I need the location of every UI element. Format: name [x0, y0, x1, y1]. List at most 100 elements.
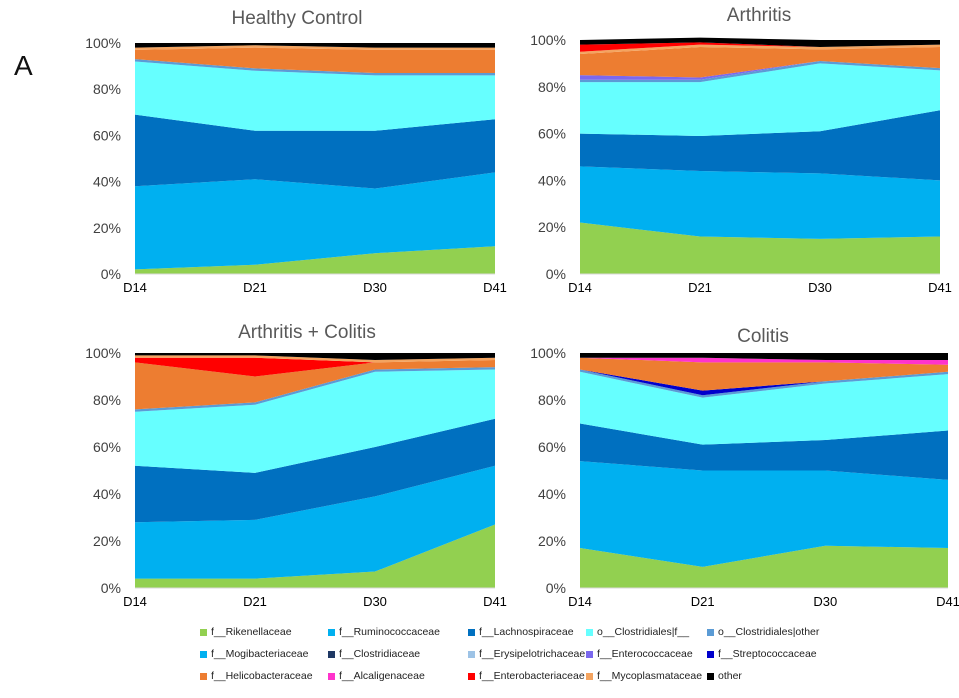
- legend-swatch: [468, 650, 475, 658]
- series-area: [135, 59, 495, 76]
- x-tick-label: D30: [363, 280, 387, 295]
- legend-label: other: [718, 670, 742, 682]
- y-tick-label: 0%: [101, 580, 121, 596]
- legend-swatch: [586, 672, 593, 680]
- legend-item: f__Erysipelotrichaceae: [468, 648, 585, 660]
- legend-label: f__Enterobacteriaceae: [479, 670, 585, 682]
- series-area: [135, 45, 495, 50]
- y-tick-label: 60%: [93, 127, 121, 143]
- series-area: [580, 110, 940, 181]
- chart-title: Arthritis + Colitis: [238, 322, 376, 343]
- x-tick-label: D14: [123, 594, 147, 609]
- series-area: [135, 353, 495, 361]
- legend-item: f__Mycoplasmataceae: [586, 670, 702, 682]
- legend-swatch: [200, 650, 207, 658]
- legend-swatch: [707, 672, 714, 680]
- legend-item: f__Enterobacteriaceae: [468, 670, 585, 682]
- y-tick-label: 60%: [538, 439, 566, 455]
- legend-label: f__Clostridiaceae: [339, 648, 421, 660]
- series-area: [135, 355, 495, 363]
- y-tick-label: 20%: [93, 220, 121, 236]
- legend-swatch: [468, 628, 475, 636]
- legend-item: f__Alcaligenaceae: [328, 670, 425, 682]
- series-area: [135, 524, 495, 588]
- charts-canvas: 0% 20% 40% 60% 80% 100% D14 D21 D30 D41 Healthy Co…: [85, 5, 959, 609]
- legend-item: f__Enterococcaceae: [586, 648, 693, 660]
- y-tick-label: 40%: [93, 174, 121, 190]
- series-area: [135, 246, 495, 274]
- series-area: [135, 172, 495, 270]
- legend-swatch: [328, 672, 335, 680]
- x-tick-label: D41: [928, 280, 952, 295]
- legend-swatch: [200, 628, 207, 636]
- x-tick-label: D30: [363, 594, 387, 609]
- series-area: [580, 47, 940, 78]
- series-area: [580, 369, 948, 396]
- series-area: [580, 423, 948, 480]
- series-area: [135, 357, 495, 377]
- legend-label: f__Ruminococcaceae: [339, 626, 440, 638]
- legend-swatch: [586, 628, 593, 636]
- legend-item: f__Lachnospiraceae: [468, 626, 574, 638]
- legend-label: f__Mycoplasmataceae: [597, 670, 703, 682]
- series-area: [580, 44, 940, 55]
- series-area: [580, 61, 940, 83]
- x-tick-label: D30: [808, 280, 832, 295]
- legend-label: f__Lachnospiraceae: [479, 626, 574, 638]
- series-area: [135, 47, 495, 74]
- x-tick-label: D30: [813, 594, 837, 609]
- legend-item: f__Ruminococcaceae: [328, 626, 440, 638]
- y-tick-label: 80%: [538, 79, 566, 95]
- legend-swatch: [707, 628, 714, 636]
- series-area: [580, 461, 948, 567]
- y-tick-label: 20%: [538, 533, 566, 549]
- y-tick-label: 40%: [93, 486, 121, 502]
- series-area: [580, 353, 948, 361]
- legend: f__Rikenellaceae f__Ruminococcaceae f__L…: [200, 626, 920, 692]
- series-area: [580, 42, 940, 52]
- y-tick-label: 40%: [538, 172, 566, 188]
- y-tick-label: 40%: [538, 486, 566, 502]
- legend-swatch: [200, 672, 207, 680]
- legend-swatch: [586, 650, 593, 658]
- legend-label: f__Mogibacteriaceae: [211, 648, 309, 660]
- legend-item: f__Rikenellaceae: [200, 626, 292, 638]
- chart-title: Healthy Control: [232, 8, 363, 29]
- legend-label: f__Enterococcaceae: [597, 648, 693, 660]
- legend-row: f__Mogibacteriaceae f__Clostridiaceae f_…: [200, 648, 920, 670]
- y-tick-label: 60%: [538, 126, 566, 142]
- x-tick-label: D41: [483, 594, 507, 609]
- x-tick-label: D21: [691, 594, 715, 609]
- panel-label: A: [14, 50, 33, 81]
- legend-row: f__Helicobacteraceae f__Alcaligenaceae f…: [200, 670, 920, 692]
- x-tick-label: D14: [568, 280, 592, 295]
- legend-item: f__Mogibacteriaceae: [200, 648, 308, 660]
- y-tick-label: 0%: [101, 266, 121, 282]
- y-tick-label: 80%: [93, 392, 121, 408]
- chart-title: Arthritis: [727, 5, 791, 26]
- legend-label: o__Clostridiales|other: [718, 626, 820, 638]
- chart-panel: 0% 20% 40% 60% 80% 100% D14 D21 D30 D41 Arthritis: [530, 5, 952, 295]
- series-area: [580, 37, 940, 48]
- chart-panel: 0% 20% 40% 60% 80% 100% D14 D21 D30 D41 Colitis: [530, 326, 959, 609]
- y-tick-label: 100%: [530, 345, 566, 361]
- series-area: [135, 61, 495, 131]
- legend-item: f__Helicobacteraceae: [200, 670, 313, 682]
- y-tick-label: 20%: [538, 219, 566, 235]
- y-tick-label: 100%: [85, 35, 121, 51]
- legend-item: other: [707, 670, 742, 682]
- y-tick-label: 80%: [538, 392, 566, 408]
- series-area: [580, 545, 948, 588]
- series-area: [135, 360, 495, 410]
- series-area: [135, 43, 495, 48]
- legend-row: f__Rikenellaceae f__Ruminococcaceae f__L…: [200, 626, 920, 648]
- series-area: [580, 357, 948, 365]
- series-area: [135, 369, 495, 473]
- legend-item: f__Clostridiaceae: [328, 648, 420, 660]
- x-tick-label: D41: [483, 280, 507, 295]
- series-area: [135, 367, 495, 412]
- y-tick-label: 100%: [530, 32, 566, 48]
- legend-swatch: [328, 650, 335, 658]
- x-tick-label: D41: [936, 594, 959, 609]
- y-tick-label: 0%: [546, 266, 566, 282]
